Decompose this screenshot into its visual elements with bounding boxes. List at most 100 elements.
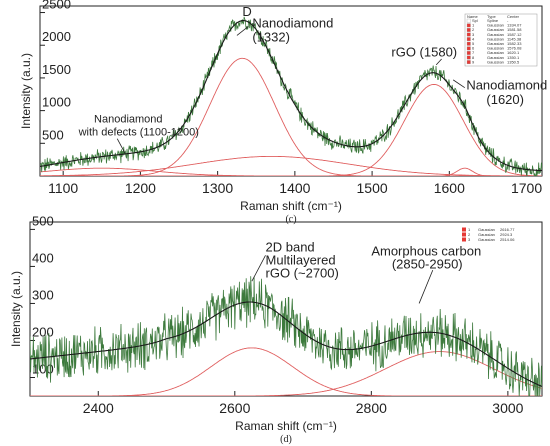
legend-type: Gaussian	[487, 32, 504, 37]
component-peak-0	[30, 347, 542, 396]
leader-line	[435, 58, 442, 66]
legend-swatch	[466, 23, 471, 28]
annotation-label: Amorphous carbon	[371, 243, 481, 258]
leader-line	[251, 255, 266, 282]
annotation-label: D	[242, 4, 251, 19]
y-tick-label: 200	[32, 324, 54, 339]
y-tick-label: 500	[42, 127, 64, 142]
y-tick-label: 500	[32, 213, 54, 228]
legend-center: 2924.3	[500, 232, 513, 237]
x-tick-label: 1700	[511, 180, 542, 196]
component-peak-2	[40, 167, 542, 176]
legend-header: Center	[507, 14, 520, 19]
y-axis-label: Intensity (a.u.)	[19, 53, 33, 129]
legend-name: 3	[468, 237, 471, 242]
y-tick-label: 1000	[42, 95, 71, 110]
y-tick-label: 400	[32, 250, 54, 265]
legend-name: 5	[472, 41, 475, 46]
legend-swatch	[466, 37, 471, 42]
legend-type: Gaussian	[478, 232, 495, 237]
leader-line	[116, 138, 126, 154]
annotation-label: Nanodiamond	[252, 16, 333, 31]
annotation-label: (1620)	[486, 92, 524, 107]
legend-type: Gaussian	[478, 237, 495, 242]
legend-type: Gaussian	[487, 41, 504, 46]
legend-swatch	[466, 28, 471, 32]
x-axis-label: Raman shift (cm⁻¹)	[240, 199, 342, 213]
annotation-label: Multilayered	[266, 253, 336, 268]
legend-name: 3	[472, 32, 475, 37]
legend-header: Name	[467, 14, 478, 19]
legend-type: Gaussian	[487, 23, 504, 28]
legend-center: 1334.07	[507, 23, 522, 28]
x-tick-label: 2800	[356, 400, 387, 416]
legend-swatch	[466, 18, 471, 23]
annotation-label: with defects (1100-1200)	[78, 126, 199, 138]
plot-area	[30, 276, 542, 396]
legend-type: Gaussian	[487, 27, 504, 32]
fitted-envelope	[30, 301, 542, 388]
x-tick-label: 3000	[492, 400, 523, 416]
legend-swatch	[462, 237, 466, 242]
legend-center: 1350.1	[507, 55, 520, 60]
measured-spectrum	[30, 276, 542, 396]
leader-lines-d	[251, 255, 434, 304]
legend-type: Gaussian	[478, 227, 495, 232]
legend-name: 6	[472, 46, 475, 51]
legend-center: 1350.5	[507, 59, 520, 64]
legend-center: 1145.38	[507, 36, 522, 41]
x-tick-label: 1500	[357, 180, 388, 196]
legend-frame	[464, 13, 538, 67]
legend-swatch	[466, 55, 471, 60]
component-peak-1	[40, 84, 542, 176]
legend-swatch	[466, 60, 471, 65]
panel-caption: (d)	[280, 434, 292, 445]
leader-line	[236, 25, 249, 36]
legend-name: 1	[468, 227, 471, 232]
legend-swatch	[466, 32, 471, 37]
legend-swatch	[462, 232, 466, 237]
x-axis-label: Raman shift (cm⁻¹)	[235, 419, 337, 433]
x-tick-label: 1300	[202, 180, 233, 196]
annotation-label: 2D band	[266, 240, 315, 255]
chart-panel-0: 1100 1200 1300 1400 1500 1600 1700500100015002…	[19, 0, 547, 225]
legend-center: 2616.77	[500, 227, 515, 232]
legend-swatch	[462, 227, 466, 232]
plot-frame	[29, 221, 543, 397]
legend-center: 1581.58	[507, 27, 522, 32]
legend-name: 8	[472, 55, 475, 60]
annotation-label: Nanodiamond	[466, 78, 547, 93]
legend-name: 2	[472, 27, 475, 32]
legend-name: 1	[472, 23, 475, 28]
y-tick-label: 300	[32, 287, 54, 302]
legend-type: Gaussian	[487, 50, 504, 55]
legend-name: Spl	[472, 18, 478, 23]
annotation-label: (1332)	[252, 29, 290, 44]
x-tick-label: 2400	[83, 400, 114, 416]
legend-center: 1587.12	[507, 32, 522, 37]
x-tick-label: 1200	[125, 180, 156, 196]
fit-legend-table-d: 1 Gaussian 2616.77 2 Gaussian 2924.3 3 Gaussian…	[462, 227, 515, 242]
annotation-label: (2850-2950)	[392, 256, 463, 271]
annotation-label: rGO (~2700)	[266, 266, 339, 281]
legend-name: 4	[472, 36, 475, 41]
y-axis-label: Intensity (a.u.)	[9, 271, 23, 347]
legend-center: -	[507, 18, 509, 23]
component-peak-1	[30, 351, 542, 396]
measured-spectrum	[40, 16, 542, 176]
y-tick-label: 1500	[42, 62, 71, 77]
legend-center: 1576.08	[507, 46, 522, 51]
legend-center: 1582.33	[507, 41, 522, 46]
legend-swatch	[466, 46, 471, 51]
annotation-label: Nanodiamond	[94, 113, 163, 125]
legend-name: 7	[472, 50, 475, 55]
legend-swatch	[466, 51, 471, 55]
annotation-label: rGO (1580)	[391, 44, 457, 59]
legend-name: 9	[472, 59, 475, 64]
legend-swatch	[466, 41, 471, 46]
panel-caption: (c)	[285, 214, 296, 225]
